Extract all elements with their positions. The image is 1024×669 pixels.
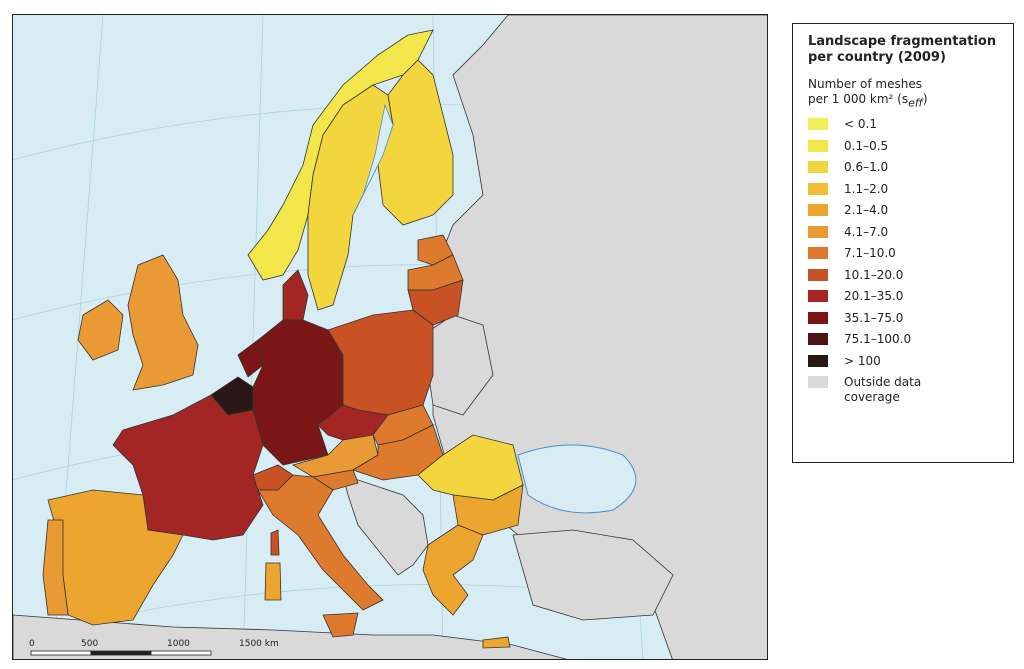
legend-item: < 0.1 (808, 117, 1005, 139)
country-italy (257, 474, 384, 611)
country-denmark (282, 269, 309, 321)
legend-subtitle-line-2: per 1 000 km² (seff) (808, 92, 1005, 110)
legend-subtitle-unit: per 1 000 km² (s (808, 92, 909, 106)
island-cyprus (482, 636, 511, 649)
legend-swatch (808, 290, 828, 303)
country-portugal (42, 519, 69, 616)
scale-label-500: 500 (81, 639, 98, 649)
country-france (112, 394, 264, 541)
legend-item: 10.1–20.0 (808, 268, 1005, 290)
legend-label-outside-coverage: Outside data coverage (844, 375, 921, 405)
island-sicily (322, 612, 359, 638)
legend-items: < 0.1 0.1–0.5 0.6–1.0 1.1–2.0 2.1–4.0 4.1–7.0… (808, 117, 1005, 375)
legend-swatch (808, 118, 828, 131)
map-legend: Landscape fragmentation per country (200… (792, 23, 1014, 463)
country-greece (422, 524, 484, 616)
legend-swatch (808, 225, 828, 238)
legend-label: 1.1–2.0 (844, 181, 889, 196)
legend-title: Landscape fragmentation per country (200… (808, 34, 1005, 66)
scale-label-0: 0 (29, 639, 35, 649)
legend-subtitle-close: ) (922, 92, 928, 106)
legend-label: 20.1–35.0 (844, 289, 904, 304)
legend-subtitle-line-1: Number of meshes (808, 77, 922, 91)
legend-label-outside-line-2: coverage (844, 390, 900, 405)
europe-map: 0 500 1000 1500 km (13, 15, 767, 659)
legend-swatch (808, 268, 828, 281)
legend-item: 0.1–0.5 (808, 139, 1005, 161)
legend-label: 2.1–4.0 (844, 203, 889, 218)
scale-bar: 0 500 1000 1500 km (29, 639, 279, 656)
legend-item: > 100 (808, 354, 1005, 376)
legend-swatch (808, 204, 828, 217)
legend-swatch (808, 247, 828, 260)
gulf-of-bothnia (352, 103, 394, 216)
legend-label: 0.6–1.0 (844, 160, 889, 175)
scale-label-1000: 1000 (167, 639, 190, 649)
legend-item: 0.6–1.0 (808, 160, 1005, 182)
country-united-kingdom (127, 254, 199, 391)
legend-label: 35.1–75.0 (844, 310, 904, 325)
legend-swatch-outside-coverage (808, 376, 828, 389)
legend-swatch (808, 161, 828, 174)
legend-swatch (808, 182, 828, 195)
legend-item: 4.1–7.0 (808, 225, 1005, 247)
legend-swatch (808, 333, 828, 346)
legend-item: 2.1–4.0 (808, 203, 1005, 225)
countries (42, 29, 524, 649)
legend-title-line-2: per country (2009) (808, 50, 946, 65)
country-poland (327, 309, 434, 416)
legend-subtitle-subscript: eff (908, 96, 923, 110)
legend-swatch (808, 311, 828, 324)
legend-swatch (808, 139, 828, 152)
legend-item-outside-coverage: Outside data coverage (808, 375, 1005, 409)
legend-label: 75.1–100.0 (844, 332, 912, 347)
country-germany (252, 319, 344, 466)
legend-label: 10.1–20.0 (844, 267, 904, 282)
island-corsica (270, 529, 280, 556)
legend-label-outside-line-1: Outside data (844, 375, 922, 390)
north-africa (13, 614, 568, 659)
legend-label: 7.1–10.0 (844, 246, 896, 261)
legend-item: 20.1–35.0 (808, 289, 1005, 311)
western-balkans (342, 474, 429, 576)
turkey (512, 529, 674, 621)
country-hungary (352, 424, 444, 481)
black-sea (517, 444, 637, 514)
legend-swatch (808, 354, 828, 367)
island-sardinia (264, 562, 282, 601)
country-ireland (77, 299, 124, 361)
legend-label: 4.1–7.0 (844, 224, 889, 239)
legend-title-line-1: Landscape fragmentation (808, 34, 997, 49)
legend-item: 7.1–10.0 (808, 246, 1005, 268)
map-frame: 0 500 1000 1500 km (12, 14, 768, 660)
legend-label: > 100 (844, 353, 881, 368)
legend-item: 75.1–100.0 (808, 332, 1005, 354)
legend-item: 1.1–2.0 (808, 182, 1005, 204)
scale-label-1500: 1500 km (239, 639, 279, 649)
legend-item: 35.1–75.0 (808, 311, 1005, 333)
legend-subtitle: Number of meshes per 1 000 km² (seff) (808, 77, 1005, 110)
legend-label: 0.1–0.5 (844, 138, 889, 153)
legend-label: < 0.1 (844, 117, 877, 132)
